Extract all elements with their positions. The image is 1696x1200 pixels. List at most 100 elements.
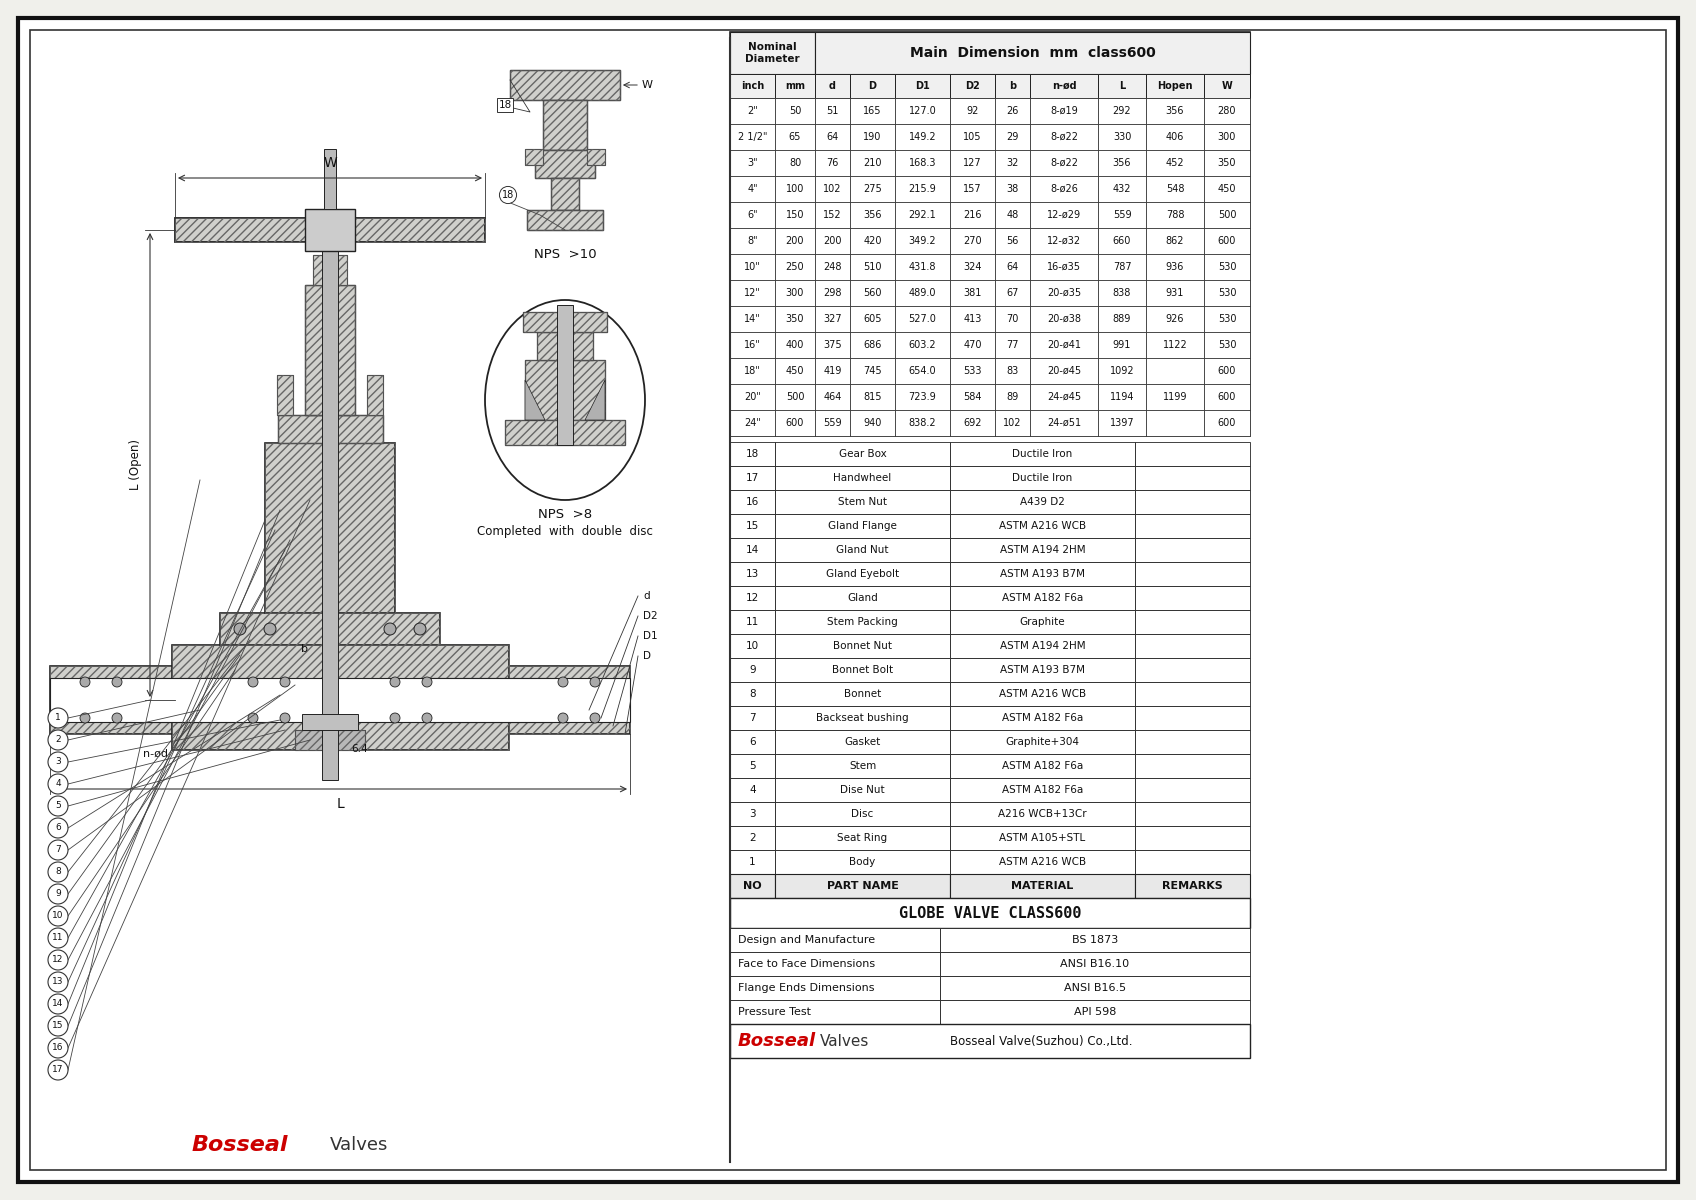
Text: W: W xyxy=(643,80,653,90)
Circle shape xyxy=(47,862,68,882)
Bar xyxy=(729,730,775,754)
Bar xyxy=(816,384,850,410)
Bar xyxy=(895,74,950,98)
Text: 168.3: 168.3 xyxy=(909,158,936,168)
Text: ASTM A216 WCB: ASTM A216 WCB xyxy=(999,689,1085,698)
Bar xyxy=(940,952,1250,976)
Text: ASTM A193 B7M: ASTM A193 B7M xyxy=(1001,665,1085,674)
Text: 327: 327 xyxy=(823,314,841,324)
Bar xyxy=(1135,658,1250,682)
Text: 10: 10 xyxy=(53,912,64,920)
Text: D2: D2 xyxy=(643,611,658,622)
Text: 215.9: 215.9 xyxy=(909,184,936,194)
Text: L: L xyxy=(1119,80,1124,91)
Text: 48: 48 xyxy=(1006,210,1019,220)
Bar xyxy=(950,124,996,150)
Bar xyxy=(729,254,775,280)
Bar xyxy=(1146,98,1204,124)
Text: 931: 931 xyxy=(1165,288,1184,298)
Bar xyxy=(816,202,850,228)
Bar xyxy=(1135,562,1250,586)
Text: 2 1/2": 2 1/2" xyxy=(738,132,767,142)
Text: ASTM A193 B7M: ASTM A193 B7M xyxy=(1001,569,1085,578)
Bar xyxy=(729,976,940,1000)
Text: d: d xyxy=(643,590,650,601)
Circle shape xyxy=(47,818,68,838)
Circle shape xyxy=(112,713,122,722)
Text: Completed  with  double  disc: Completed with double disc xyxy=(477,526,653,539)
Bar xyxy=(1135,586,1250,610)
Circle shape xyxy=(558,677,568,686)
Text: Flange Ends Dimensions: Flange Ends Dimensions xyxy=(738,983,875,994)
Bar xyxy=(527,210,604,230)
Text: 838: 838 xyxy=(1113,288,1131,298)
Bar xyxy=(305,284,354,415)
Bar xyxy=(1204,202,1250,228)
Text: 10": 10" xyxy=(745,262,762,272)
Text: 2": 2" xyxy=(748,106,758,116)
Text: 1: 1 xyxy=(750,857,756,866)
Text: Bosseal: Bosseal xyxy=(192,1135,288,1154)
Bar xyxy=(1135,538,1250,562)
Text: GLOBE VALVE CLASS600: GLOBE VALVE CLASS600 xyxy=(899,906,1082,920)
Text: Bosseal: Bosseal xyxy=(738,1032,816,1050)
Text: 450: 450 xyxy=(1218,184,1236,194)
Text: 77: 77 xyxy=(1006,340,1019,350)
Bar xyxy=(775,124,816,150)
Bar xyxy=(729,490,775,514)
Bar xyxy=(775,490,950,514)
Bar xyxy=(950,850,1135,874)
Bar xyxy=(510,70,621,100)
Circle shape xyxy=(47,1016,68,1036)
Bar xyxy=(950,332,996,358)
Bar xyxy=(729,802,775,826)
Bar xyxy=(729,514,775,538)
Text: ASTM A182 F6a: ASTM A182 F6a xyxy=(1002,785,1084,794)
Bar xyxy=(775,410,816,436)
Circle shape xyxy=(47,840,68,860)
Text: 7: 7 xyxy=(56,846,61,854)
Text: 527.0: 527.0 xyxy=(909,314,936,324)
Bar xyxy=(1029,306,1097,332)
Bar xyxy=(729,466,775,490)
Bar xyxy=(1097,410,1146,436)
Text: 26: 26 xyxy=(1006,106,1019,116)
Bar xyxy=(729,32,816,74)
Bar xyxy=(850,228,895,254)
Bar xyxy=(816,254,850,280)
Text: Hopen: Hopen xyxy=(1157,80,1192,91)
Bar xyxy=(1204,306,1250,332)
Bar xyxy=(850,254,895,280)
Bar xyxy=(775,280,816,306)
Bar xyxy=(1204,384,1250,410)
Text: 18": 18" xyxy=(745,366,762,376)
Text: 489.0: 489.0 xyxy=(909,288,936,298)
Bar xyxy=(950,176,996,202)
Bar xyxy=(175,218,485,242)
Bar xyxy=(729,1000,940,1024)
Text: 1: 1 xyxy=(56,714,61,722)
Circle shape xyxy=(248,677,258,686)
Bar xyxy=(729,562,775,586)
Text: 280: 280 xyxy=(1218,106,1236,116)
Bar xyxy=(1029,358,1097,384)
Text: D2: D2 xyxy=(965,80,980,91)
Bar xyxy=(534,150,595,178)
Text: 1194: 1194 xyxy=(1109,392,1135,402)
Bar xyxy=(950,384,996,410)
Text: BS 1873: BS 1873 xyxy=(1072,935,1118,946)
Text: Backseat bushing: Backseat bushing xyxy=(816,713,909,722)
Bar xyxy=(775,682,950,706)
Text: Gear Box: Gear Box xyxy=(838,449,887,458)
Text: 1092: 1092 xyxy=(1109,366,1135,376)
Text: 70: 70 xyxy=(1006,314,1019,324)
Text: 788: 788 xyxy=(1165,210,1184,220)
Bar xyxy=(950,254,996,280)
Text: 6": 6" xyxy=(748,210,758,220)
Circle shape xyxy=(265,623,276,635)
Text: Main  Dimension  mm  class600: Main Dimension mm class600 xyxy=(909,46,1155,60)
Bar xyxy=(1204,124,1250,150)
Bar xyxy=(538,332,594,360)
Text: 8: 8 xyxy=(750,689,756,698)
Circle shape xyxy=(590,677,600,686)
